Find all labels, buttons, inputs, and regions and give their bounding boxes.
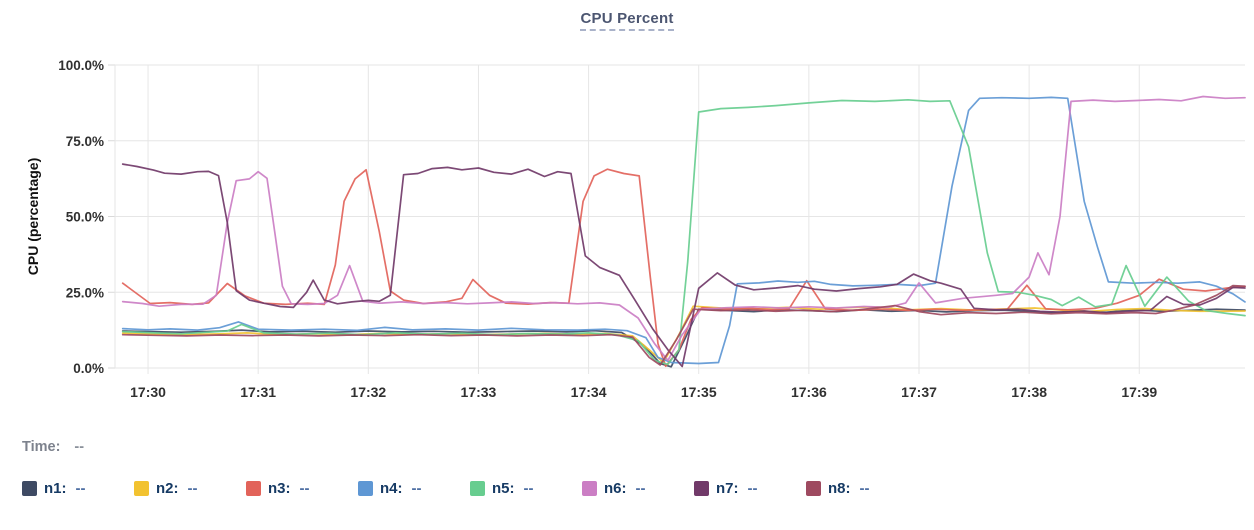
legend-swatch-n5: [470, 481, 485, 496]
series-line-n5: [121, 98, 1246, 366]
legend-label-n3: n3:: [268, 480, 291, 497]
y-axis-label: CPU (percentage): [25, 158, 41, 275]
legend-item-n1[interactable]: n1: --: [22, 480, 134, 497]
x-tick-label: 17:31: [240, 384, 276, 400]
legend-label-n7: n7:: [716, 480, 739, 497]
legend-label-n6: n6:: [604, 480, 627, 497]
legend-item-n7[interactable]: n7: --: [694, 480, 806, 497]
cpu-usage-chart[interactable]: 0.0% 25.0% 50.0% 75.0% 100.0% 17:30 17:31 17:32…: [0, 0, 1254, 425]
legend-label-n5: n5:: [492, 480, 515, 497]
chart-legend: n1: -- n2: -- n3: -- n4: -- n5: -- n6: -…: [22, 480, 918, 497]
series-line-n7: [121, 163, 1246, 368]
legend-label-n2: n2:: [156, 480, 179, 497]
legend-item-n3[interactable]: n3: --: [246, 480, 358, 497]
series-line-n4: [121, 96, 1246, 365]
legend-label-n8: n8:: [828, 480, 851, 497]
legend-value-n2: --: [187, 480, 198, 497]
chart-title[interactable]: CPU Percent: [580, 10, 674, 31]
y-tick-label: 0.0%: [73, 361, 104, 376]
y-tick-label: 75.0%: [66, 134, 104, 149]
y-tick-label: 50.0%: [66, 210, 104, 225]
y-tick-label: 100.0%: [58, 58, 104, 73]
legend-swatch-n3: [246, 481, 261, 496]
legend-item-n8[interactable]: n8: --: [806, 480, 918, 497]
legend-value-n3: --: [299, 480, 310, 497]
time-label: Time:: [22, 439, 61, 455]
time-value: --: [74, 439, 85, 455]
x-tick-label: 17:34: [571, 384, 607, 400]
legend-label-n4: n4:: [380, 480, 403, 497]
legend-swatch-n2: [134, 481, 149, 496]
legend-swatch-n4: [358, 481, 373, 496]
legend-value-n6: --: [635, 480, 646, 497]
legend-swatch-n8: [806, 481, 821, 496]
x-tick-label: 17:32: [350, 384, 386, 400]
legend-item-n5[interactable]: n5: --: [470, 480, 582, 497]
y-tick-label: 25.0%: [66, 285, 104, 300]
legend-item-n2[interactable]: n2: --: [134, 480, 246, 497]
x-tick-label: 17:36: [791, 384, 827, 400]
x-tick-label: 17:37: [901, 384, 937, 400]
legend-swatch-n1: [22, 481, 37, 496]
legend-item-n4[interactable]: n4: --: [358, 480, 470, 497]
legend-swatch-n6: [582, 481, 597, 496]
legend-label-n1: n1:: [44, 480, 67, 497]
x-tick-label: 17:35: [681, 384, 717, 400]
series-line-n6: [121, 95, 1246, 362]
x-tick-label: 17:30: [130, 384, 166, 400]
chart-header: CPU Percent: [0, 10, 1254, 31]
x-tick-label: 17:33: [461, 384, 497, 400]
time-readout: Time: --: [22, 439, 84, 455]
legend-value-n4: --: [411, 480, 422, 497]
legend-item-n6[interactable]: n6: --: [582, 480, 694, 497]
x-tick-label: 17:38: [1011, 384, 1047, 400]
series-line-n3: [121, 168, 1246, 368]
legend-value-n1: --: [75, 480, 86, 497]
legend-swatch-n7: [694, 481, 709, 496]
legend-value-n5: --: [523, 480, 534, 497]
series-line-n8: [121, 284, 1246, 366]
x-tick-label: 17:39: [1121, 384, 1157, 400]
legend-value-n7: --: [747, 480, 758, 497]
legend-value-n8: --: [859, 480, 870, 497]
